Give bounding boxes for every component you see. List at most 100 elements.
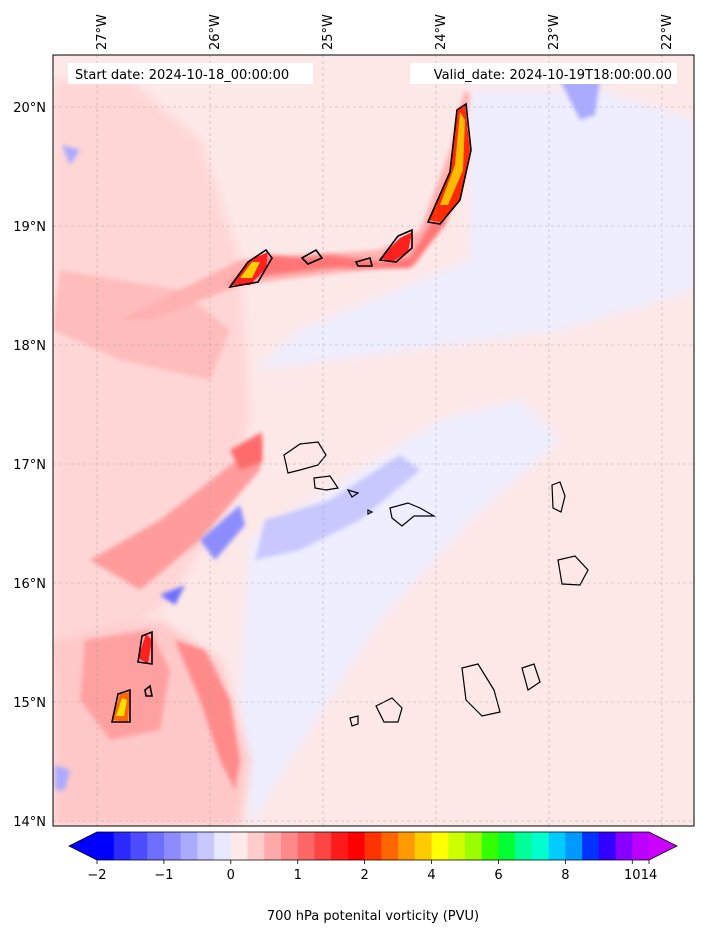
colorbar-cell [163, 832, 182, 860]
pv-band [90, 438, 262, 590]
colorbar-under-arrow [69, 832, 97, 860]
lon-label: 24°W [434, 14, 449, 50]
pv-area-negative [62, 145, 80, 165]
pv-band [175, 640, 240, 790]
colorbar-cell [197, 832, 215, 860]
colorbar-cell [448, 832, 466, 860]
island-santa-luzia [346, 488, 360, 498]
lat-label: 17°N [13, 458, 46, 473]
colorbar-cell [515, 832, 533, 860]
pv-core [138, 634, 152, 664]
pv-area-negative [55, 765, 70, 790]
colorbar-tick-label: 1 [294, 868, 302, 883]
colorbar-cell [548, 832, 566, 860]
island-boa-vista [557, 555, 589, 586]
lat-label: 18°N [13, 339, 46, 354]
longitude-labels: 27°W 26°W 25°W 24°W 23°W 22°W [95, 14, 675, 50]
colorbar-cell [113, 832, 132, 860]
colorbar-cell [615, 832, 633, 860]
colorbar-cell [565, 832, 583, 860]
latitude-labels: 20°N 19°N 18°N 17°N 16°N 15°N 14°N [13, 101, 46, 830]
pv-maximum [230, 432, 262, 470]
colorbar-cell [531, 832, 550, 860]
pv-area-negative [560, 80, 600, 120]
pv-area-negative [200, 505, 245, 560]
island-fogo [375, 697, 403, 723]
island-outlines [283, 441, 589, 727]
island-islet [367, 509, 374, 515]
island-sao-nicolau [389, 502, 437, 527]
lat-label: 14°N [13, 815, 46, 830]
colorbar-cell [347, 832, 366, 860]
pv-area-negative [160, 585, 185, 605]
colorbar-cell [431, 832, 449, 860]
colorbar-cell [180, 832, 198, 860]
colorbar-cell [331, 832, 349, 860]
pv-field [53, 55, 694, 826]
island-santo-antao [283, 441, 327, 474]
lon-label: 22°W [660, 14, 675, 50]
map-panel: Start date: 2024-10-18_00:00:00 Valid_da… [52, 54, 695, 827]
pv-area-negative [255, 455, 420, 560]
colorbar-cell [314, 832, 332, 860]
colorbar-cell [381, 832, 399, 860]
colorbar-cell [281, 832, 299, 860]
colorbar-cells [97, 832, 650, 860]
colorbar-ticks: −2 −1 0 1 2 4 6 8 10 14 [87, 860, 657, 883]
colorbar-cell [632, 832, 650, 860]
gridlines [53, 55, 694, 826]
valid-date-annotation: Valid_date: 2024-10-19T18:00:00.00 [410, 63, 677, 84]
lon-label: 25°W [321, 14, 336, 50]
lat-label: 15°N [13, 696, 46, 711]
colorbar-cell [465, 832, 483, 860]
colorbar-over-arrow [649, 832, 677, 860]
colorbar: −2 −1 0 1 2 4 6 8 10 14 700 hPa potenital vortici… [68, 831, 678, 924]
lon-label: 23°W [547, 14, 562, 50]
colorbar-tick-label: 8 [561, 868, 569, 883]
colorbar-cell [264, 832, 282, 860]
island-sao-vicente [313, 475, 340, 491]
colorbar-cell [214, 832, 232, 860]
colorbar-label: 700 hPa potenital vorticity (PVU) [267, 909, 479, 924]
lon-label: 27°W [95, 14, 110, 50]
colorbar-cell [97, 832, 115, 860]
colorbar-cell [398, 832, 416, 860]
valid-date-text: Valid_date: 2024-10-19T18:00:00.00 [434, 68, 672, 83]
island-maio [521, 663, 541, 691]
colorbar-cell [481, 832, 500, 860]
colorbar-tick-label: 2 [360, 868, 368, 883]
lat-label: 19°N [13, 220, 46, 235]
colorbar-cell [498, 832, 516, 860]
lat-label: 20°N [13, 101, 46, 116]
colorbar-tick-label: 0 [227, 868, 235, 883]
colorbar-tick-label: −1 [154, 868, 173, 883]
colorbar-cell [230, 832, 249, 860]
pv-core [240, 262, 260, 278]
pv-area-slightly-negative [255, 90, 694, 370]
colorbar-tick-label: 14 [641, 868, 658, 883]
colorbar-cell [247, 832, 265, 860]
island-santiago [461, 663, 501, 717]
pv-contours [111, 102, 472, 723]
start-date-box [68, 63, 313, 84]
valid-date-box [410, 63, 677, 84]
start-date-annotation: Start date: 2024-10-18_00:00:00 [68, 63, 313, 84]
lon-label: 26°W [208, 14, 223, 50]
colorbar-cell [364, 832, 382, 860]
start-date-text: Start date: 2024-10-18_00:00:00 [75, 68, 289, 83]
colorbar-cell [147, 832, 165, 860]
map-frame [52, 54, 695, 827]
pv-core [440, 112, 465, 205]
colorbar-tick-label: 10 [624, 868, 641, 883]
colorbar-tick-label: −2 [87, 868, 106, 883]
colorbar-cell [414, 832, 433, 860]
colorbar-cell [598, 832, 617, 860]
lat-label: 16°N [13, 577, 46, 592]
colorbar-cell [297, 832, 316, 860]
pv-core [116, 698, 127, 716]
colorbar-cell [130, 832, 148, 860]
colorbar-cell [582, 832, 600, 860]
colorbar-tick-label: 4 [427, 868, 435, 883]
island-brava [349, 715, 359, 727]
